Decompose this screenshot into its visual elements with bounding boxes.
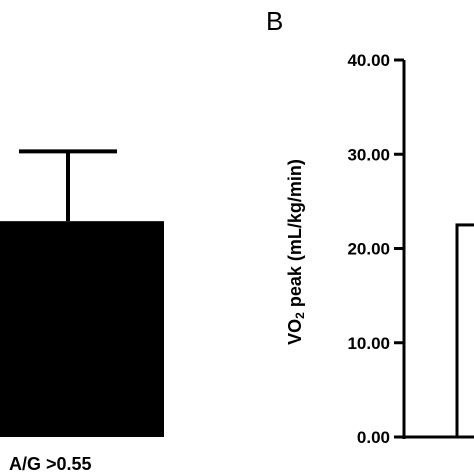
panel-b-y-tick-label-0: 0.00 xyxy=(357,428,390,447)
panel-a-category-label: A/G >0.55 xyxy=(9,454,92,474)
panel-a-bar xyxy=(0,221,164,437)
panel-b-y-axis-label-main: VO xyxy=(285,319,305,345)
panel-b-y-tick-label-1: 10.00 xyxy=(347,334,390,353)
panel-a-chart xyxy=(0,149,164,437)
panel-b-chart: 0.00 10.00 20.00 30.00 40.00 xyxy=(347,51,474,447)
panel-b-letter: B xyxy=(266,6,283,36)
panel-b-y-tick-label-3: 30.00 xyxy=(347,145,390,164)
panel-b-y-axis-label-rest: peak (mL/kg/min) xyxy=(285,159,305,312)
panel-b-y-axis-label-subscript: 2 xyxy=(293,312,307,319)
panel-b-y-axis-label: VO2 peak (mL/kg/min) xyxy=(285,159,307,345)
panel-b-bar xyxy=(455,223,474,439)
panel-b-y-tick-label-2: 20.00 xyxy=(347,240,390,259)
panel-b-y-tick-label-4: 40.00 xyxy=(347,51,390,70)
